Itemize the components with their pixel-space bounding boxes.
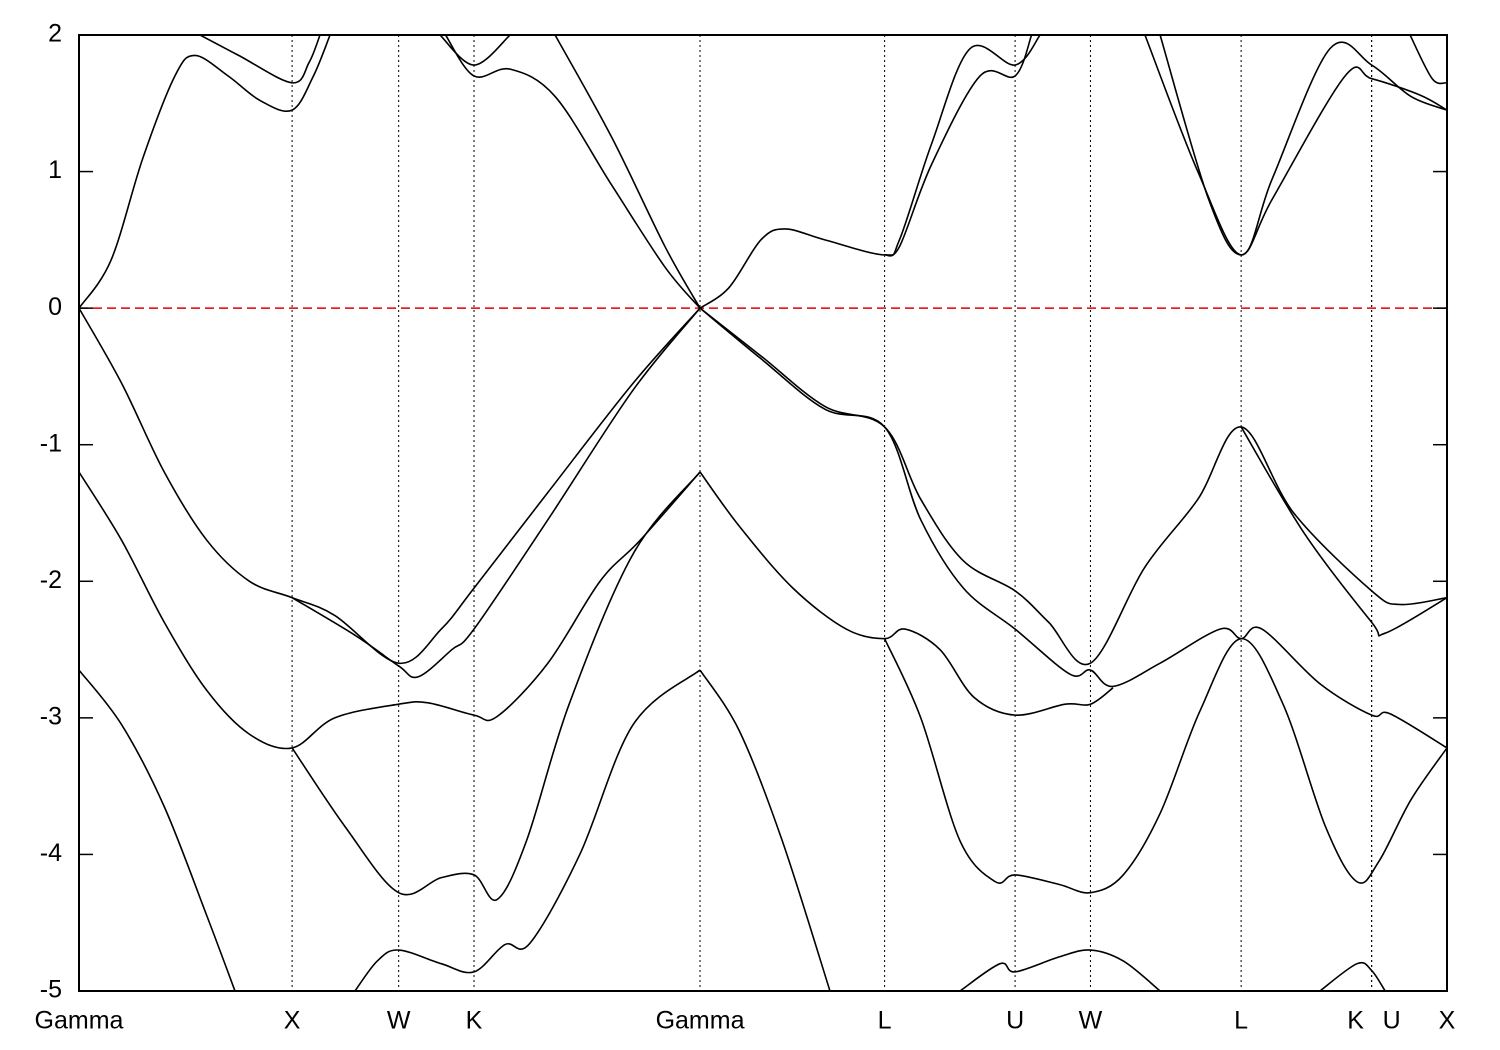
band-line	[1409, 35, 1447, 85]
band-line	[1240, 426, 1447, 637]
y-tick-label: -5	[40, 976, 62, 1004]
x-tick-label: L	[878, 1007, 892, 1035]
x-tick-label: K	[1347, 1007, 1364, 1035]
band-line	[79, 307, 701, 665]
x-tick-label: W	[387, 1007, 411, 1035]
band-line	[699, 307, 1447, 666]
y-tick-label: -1	[40, 429, 62, 457]
grid-layer	[78, 35, 1448, 991]
band-line	[1319, 961, 1386, 991]
x-tick-label: K	[466, 1007, 483, 1035]
y-tick-label: 0	[48, 293, 62, 321]
y-tick-label: -2	[40, 566, 62, 594]
band-line	[291, 307, 701, 679]
band-line	[291, 471, 701, 902]
band-line	[199, 35, 321, 84]
band-line	[883, 637, 1447, 894]
band-line	[699, 307, 1447, 749]
band-line	[354, 669, 701, 991]
band-line	[959, 949, 1161, 991]
bands-layer	[79, 35, 1447, 991]
band-line	[699, 471, 1114, 716]
band-line	[444, 35, 701, 309]
band-line	[79, 471, 701, 750]
y-tick-label: -3	[40, 702, 62, 730]
y-tick-label: 1	[48, 156, 62, 184]
x-tick-label: X	[284, 1007, 301, 1035]
x-tick-label: Gamma	[35, 1007, 124, 1035]
band-line	[439, 35, 511, 66]
x-tick-label: L	[1234, 1007, 1248, 1035]
x-tick-label: X	[1439, 1007, 1456, 1035]
x-tick-label: W	[1079, 1007, 1103, 1035]
y-tick-label: 2	[48, 20, 62, 48]
band-line	[699, 669, 831, 991]
x-tick-label: U	[1006, 1007, 1024, 1035]
x-tick-label: U	[1383, 1007, 1401, 1035]
band-line	[884, 35, 1033, 257]
band-line	[1144, 35, 1447, 256]
band-line	[554, 35, 701, 309]
band-line	[79, 35, 331, 309]
x-tick-label: Gamma	[656, 1007, 745, 1035]
y-tick-label: -4	[40, 839, 62, 867]
plot-frame	[78, 34, 1448, 992]
band-line	[79, 669, 236, 991]
band-line	[699, 35, 1041, 309]
band-line	[1159, 35, 1447, 256]
